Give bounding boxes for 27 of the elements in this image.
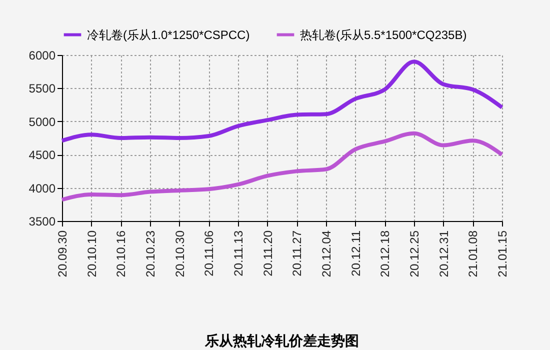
y-tick-label: 5500 <box>28 82 56 96</box>
x-tick-label: 21.01.15 <box>496 230 510 278</box>
x-tick-label: 20.10.10 <box>84 230 99 278</box>
legend-label: 冷轧卷(乐从1.0*1250*CSPCC) <box>87 28 250 42</box>
x-tick-label: 20.12.11 <box>348 230 363 276</box>
y-tick-label: 4000 <box>28 181 56 196</box>
x-tick-label: 20.11.13 <box>232 230 246 276</box>
x-tick-label: 20.11.20 <box>260 230 275 276</box>
y-tick-label: 6000 <box>28 48 56 62</box>
y-tick-label: 3500 <box>28 214 56 228</box>
y-tick-label: 5000 <box>28 114 56 129</box>
x-tick-label: 20.12.04 <box>320 230 334 278</box>
line-series <box>60 60 504 143</box>
line-series <box>60 131 504 202</box>
x-tick-label: 20.10.23 <box>144 230 158 278</box>
legend-label: 热轧卷(乐从5.5*1500*CQ235B) <box>300 28 467 42</box>
x-tick-label: 20.09.30 <box>56 230 70 278</box>
x-tick-label: 20.11.06 <box>202 230 216 276</box>
x-tick-label: 20.12.18 <box>378 230 392 278</box>
x-tick-label: 21.01.08 <box>466 230 480 278</box>
text: 乐从热轧冷轧价差走势图 <box>204 332 359 349</box>
y-tick-label: 4500 <box>28 148 56 162</box>
x-tick-label: 20.10.16 <box>114 230 128 278</box>
x-tick-label: 20.10.30 <box>172 230 187 278</box>
x-tick-label: 20.11.27 <box>290 230 304 276</box>
x-tick-label: 20.12.25 <box>408 230 422 278</box>
x-tick-label: 20.12.31 <box>436 230 451 278</box>
